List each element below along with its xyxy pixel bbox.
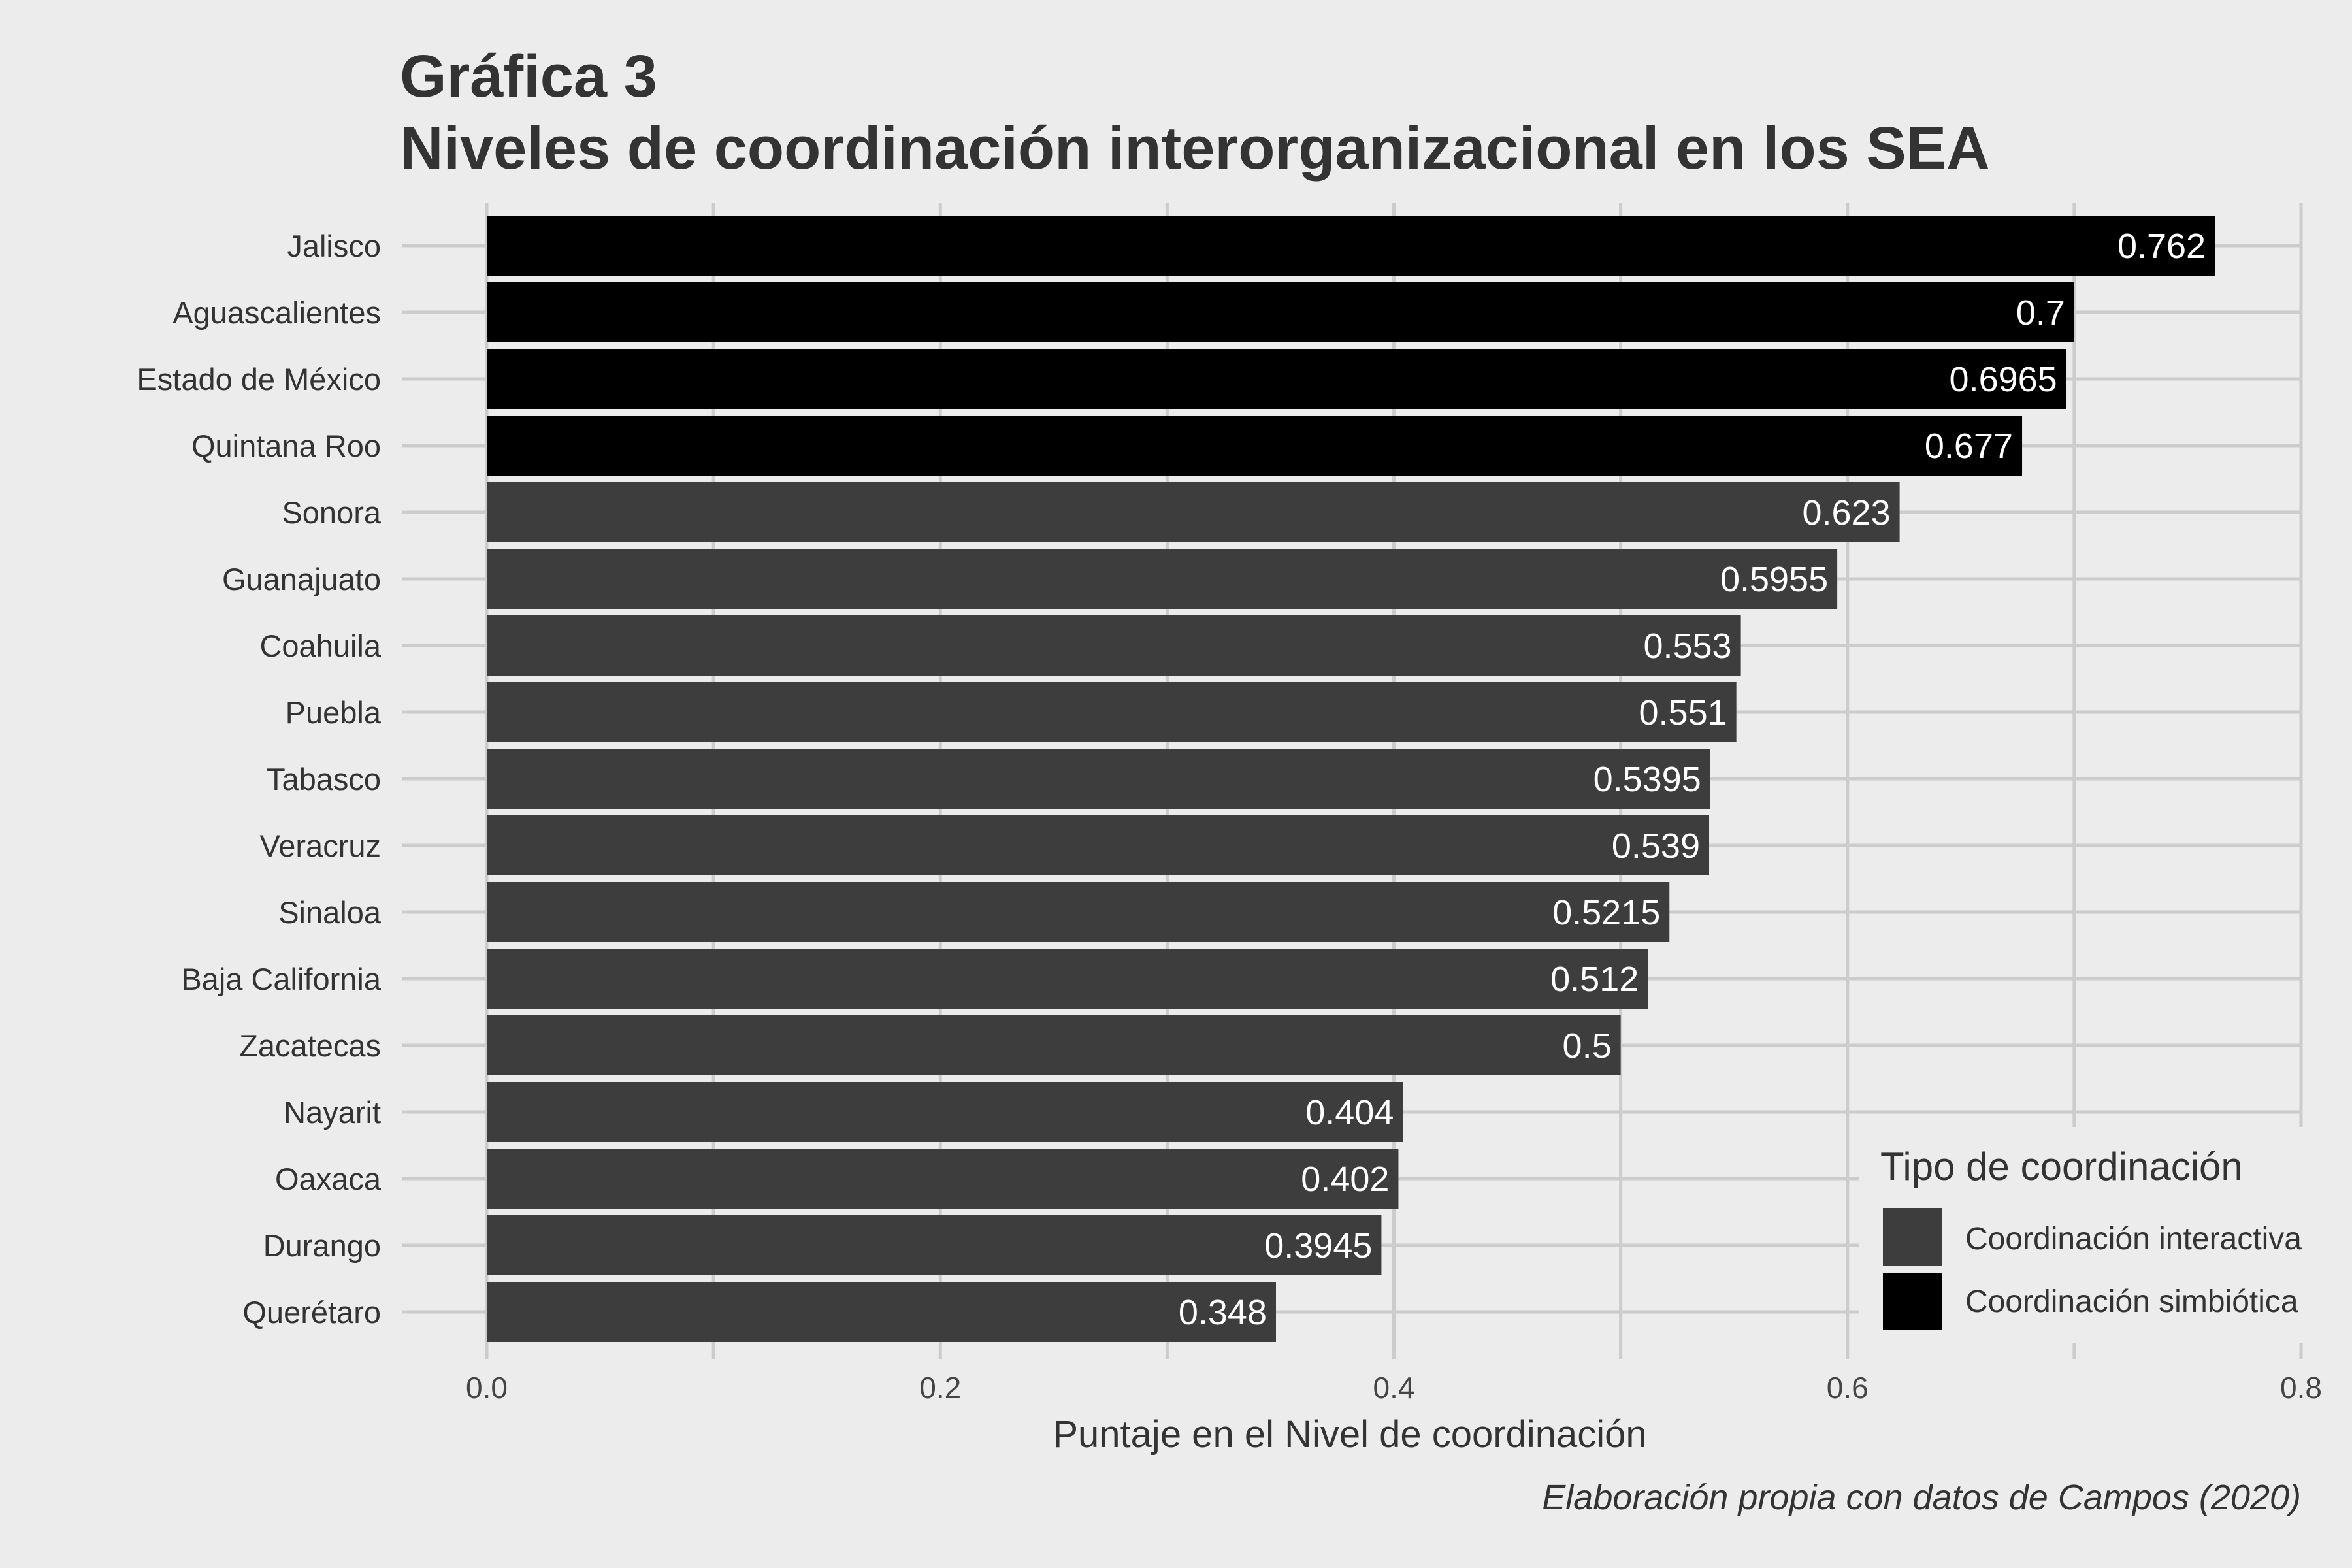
data-labels: 0.762 0.7 0.6965 0.677 0.623 0.5955 0.553 0.551…: [1179, 227, 2206, 1332]
category-label: Aguascalientes: [172, 295, 381, 330]
data-label: 0.551: [1639, 693, 1727, 732]
data-label: 0.5: [1563, 1026, 1612, 1066]
bar: [487, 749, 1710, 809]
bars: [487, 216, 2215, 1342]
chart-subtitle: Niveles de coordinación interorganizacio…: [400, 115, 1990, 182]
x-tick-label: 0.8: [2280, 1371, 2322, 1405]
x-axis-title: Puntaje en el Nivel de coordinación: [1053, 1413, 1646, 1456]
bar: [487, 949, 1648, 1009]
category-label: Nayarit: [284, 1095, 381, 1130]
category-label: Durango: [263, 1228, 381, 1263]
category-label: Oaxaca: [275, 1162, 382, 1196]
category-labels: Jalisco Aguascalientes Estado de México Qui…: [137, 229, 381, 1330]
data-label: 0.3945: [1264, 1226, 1372, 1266]
legend-swatch-interactiva: [1883, 1208, 1942, 1266]
bar: [487, 1282, 1276, 1342]
data-label: 0.539: [1612, 826, 1700, 866]
category-label: Sonora: [282, 495, 381, 530]
category-label: Veracruz: [260, 828, 381, 863]
bar: [487, 1149, 1399, 1209]
category-label: Sinaloa: [278, 895, 382, 930]
bar: [487, 682, 1737, 742]
category-label: Guanajuato: [222, 562, 381, 596]
bar: [487, 482, 1900, 542]
data-label: 0.762: [2117, 227, 2206, 266]
data-label: 0.623: [1802, 493, 1890, 532]
category-label: Coahuila: [259, 629, 381, 663]
legend: Tipo de coordinación Coordinación intera…: [1859, 1127, 2352, 1343]
category-label: Baja California: [181, 962, 382, 996]
legend-swatch-simbiotica: [1883, 1273, 1942, 1330]
chart-title: Gráfica 3: [400, 43, 657, 110]
data-label: 0.512: [1550, 960, 1639, 999]
data-label: 0.7: [2016, 293, 2065, 333]
bar: [487, 549, 1838, 609]
bar: [487, 615, 1741, 676]
legend-label-simbiotica: Coordinación simbiótica: [1965, 1284, 2298, 1319]
category-label: Puebla: [286, 695, 382, 730]
data-label: 0.5215: [1552, 893, 1660, 932]
bar: [487, 349, 2066, 409]
category-label: Jalisco: [287, 229, 381, 263]
data-label: 0.348: [1179, 1293, 1267, 1332]
category-label: Quintana Roo: [191, 429, 381, 463]
bar: [487, 882, 1670, 942]
category-label: Zacatecas: [239, 1028, 381, 1063]
data-label: 0.553: [1643, 627, 1731, 666]
data-label: 0.404: [1305, 1093, 1394, 1132]
x-tick-label: 0.4: [1373, 1371, 1415, 1405]
category-label: Tabasco: [267, 762, 381, 796]
x-tick-label: 0.6: [1827, 1371, 1869, 1405]
data-label: 0.6965: [1950, 360, 2057, 399]
bar: [487, 1215, 1382, 1275]
bar: [487, 1015, 1621, 1075]
data-label: 0.402: [1301, 1160, 1389, 1199]
data-label: 0.5395: [1593, 760, 1701, 799]
category-label: Estado de México: [137, 362, 381, 397]
data-label: 0.677: [1925, 427, 2013, 466]
bar: [487, 216, 2215, 276]
bar: [487, 1082, 1403, 1142]
bar: [487, 416, 2023, 476]
x-tick-label: 0.2: [919, 1371, 961, 1405]
bar: [487, 815, 1710, 875]
data-label: 0.5955: [1720, 560, 1828, 599]
chart-caption: Elaboración propia con datos de Campos (…: [1542, 1478, 2301, 1517]
legend-label-interactiva: Coordinación interactiva: [1965, 1222, 2302, 1256]
bar: [487, 282, 2074, 342]
x-axis-ticks: 0.0 0.2 0.4 0.6 0.8: [466, 1371, 2322, 1405]
x-tick-label: 0.0: [466, 1371, 508, 1405]
legend-title: Tipo de coordinación: [1880, 1145, 2243, 1188]
category-label: Querétaro: [242, 1295, 381, 1330]
